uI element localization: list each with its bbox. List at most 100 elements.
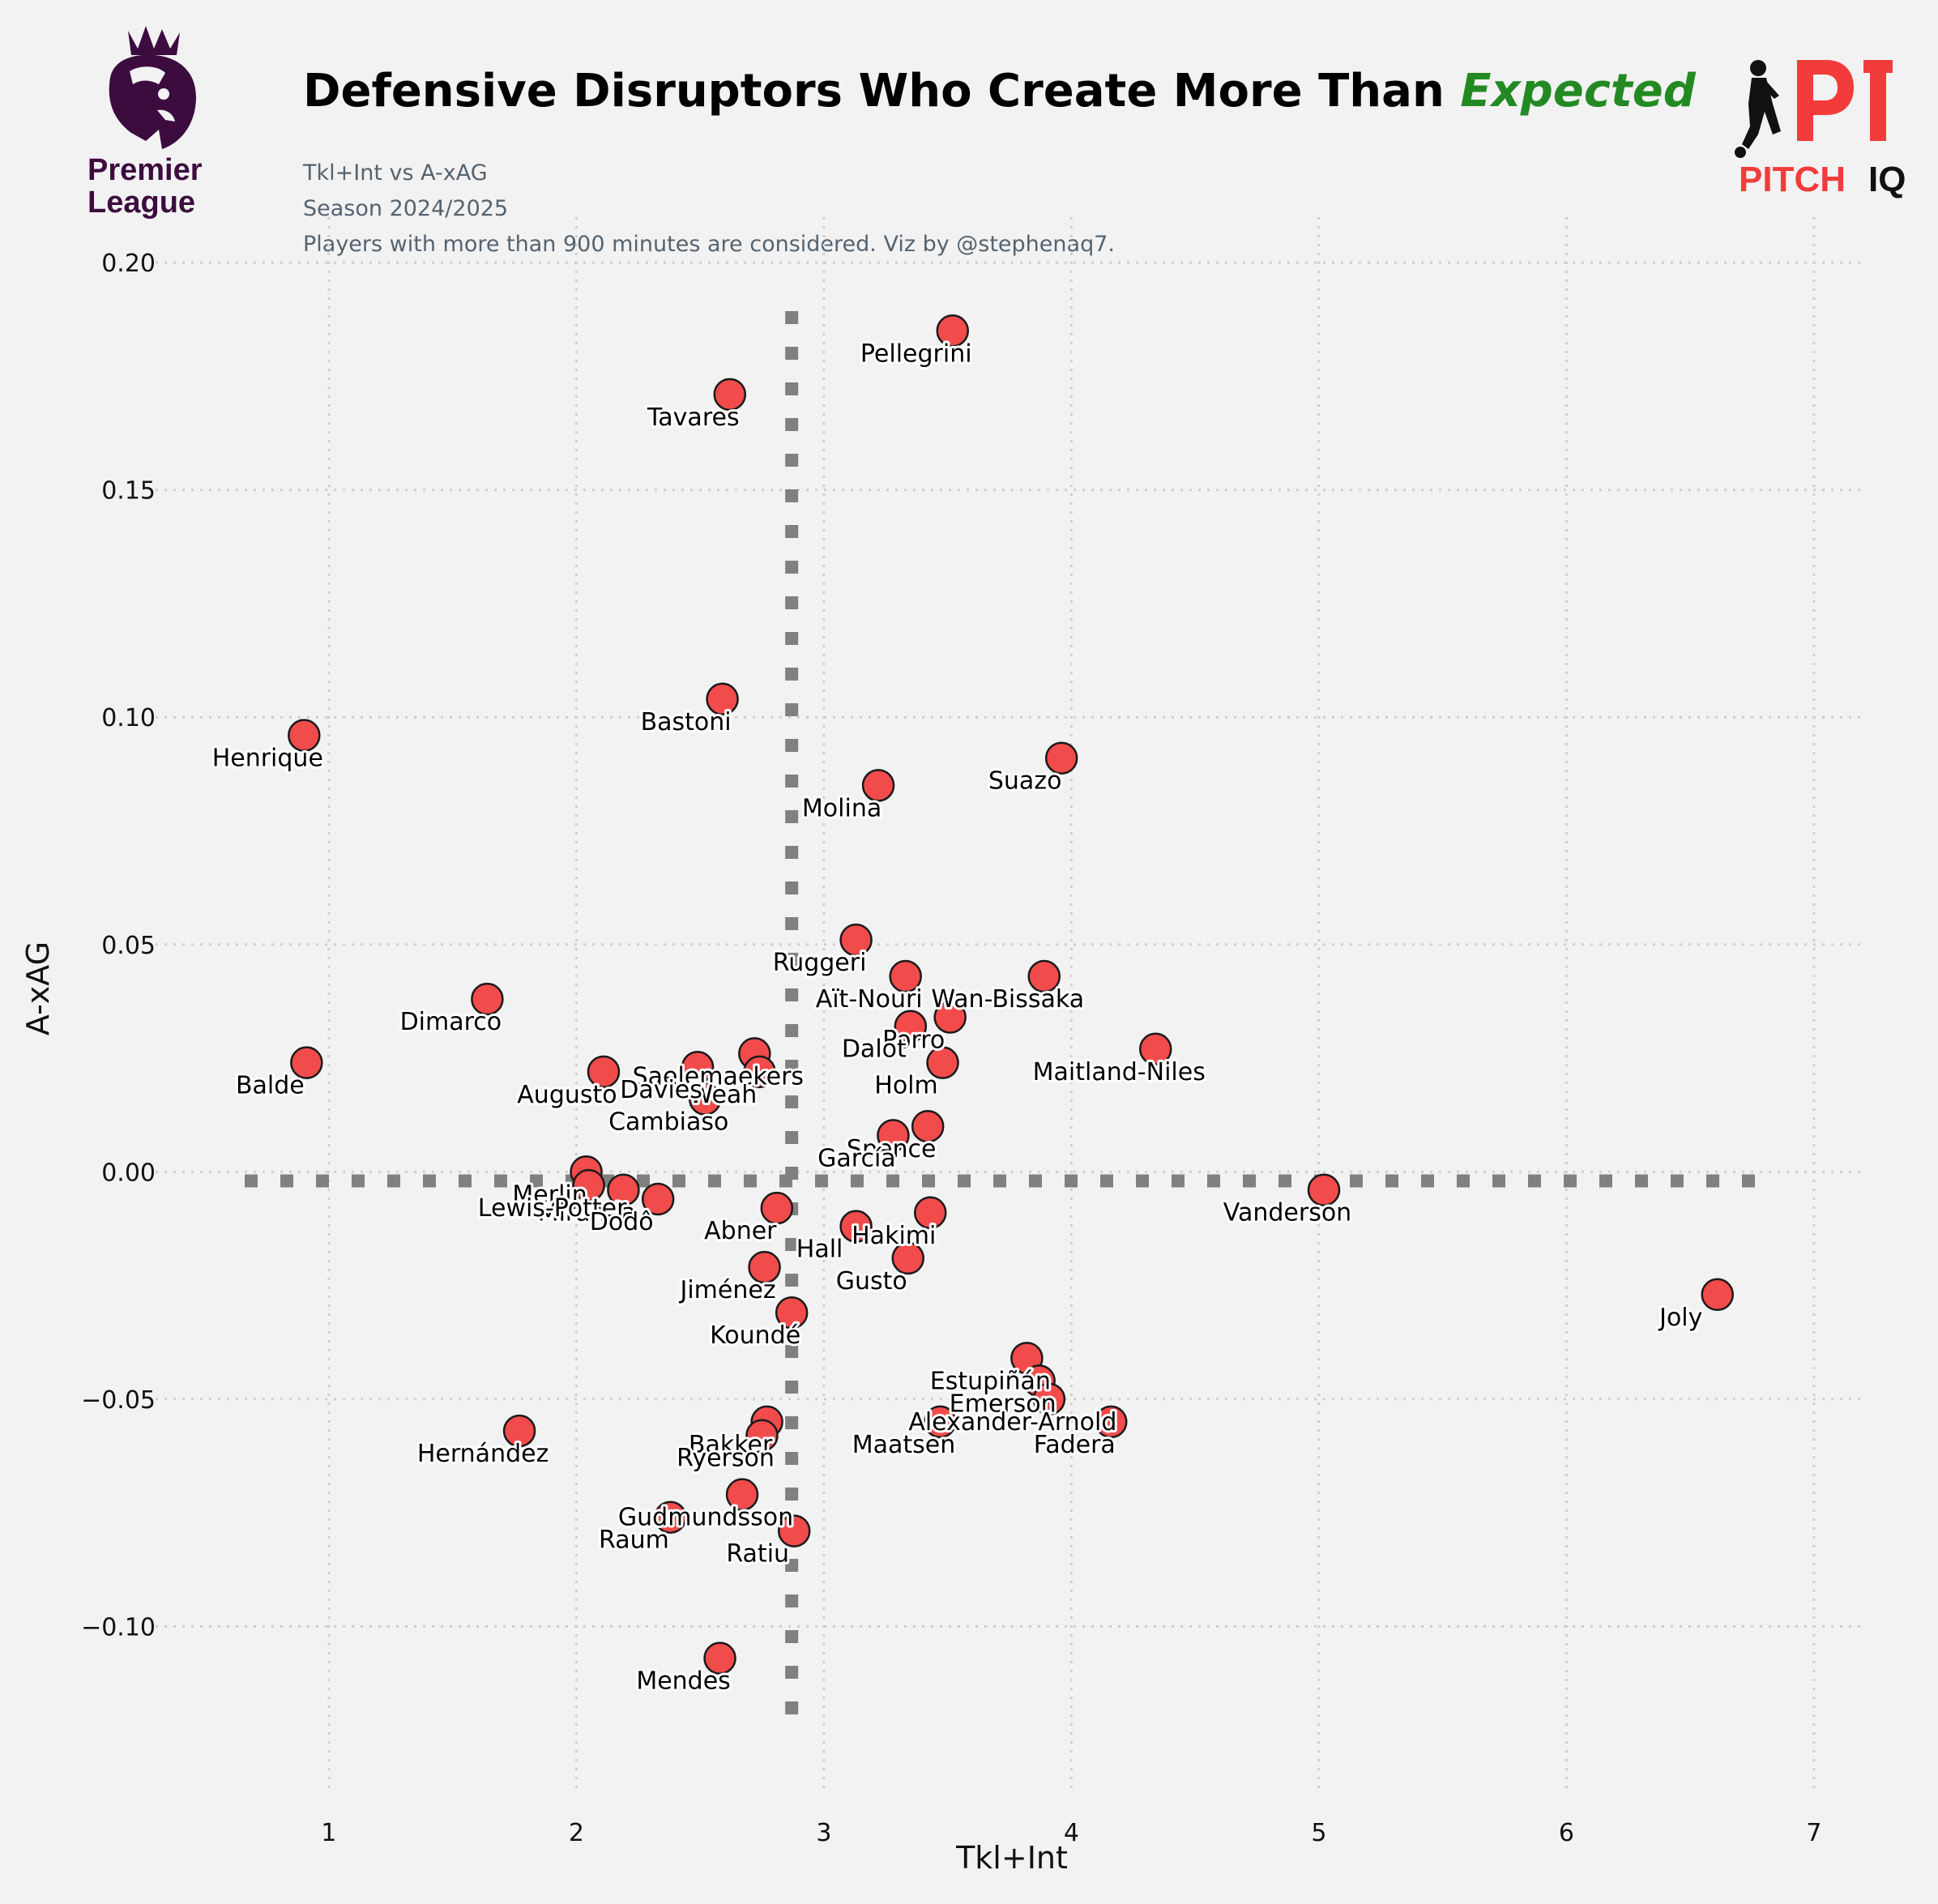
chart-title: Defensive Disruptors Who Create More Tha… [303, 65, 1696, 117]
data-point [839, 1210, 873, 1243]
pitch-iq-text-1: PITCH [1739, 160, 1846, 199]
pitch-iq-text-2: IQ [1868, 160, 1906, 199]
point-label: Hernández [417, 1440, 549, 1468]
y-axis-label: A-xAG [20, 941, 56, 1035]
point-label: Augusto [517, 1081, 617, 1109]
data-point [1138, 1032, 1172, 1066]
data-point [1095, 1405, 1128, 1439]
point-label: Henrique [212, 745, 323, 773]
point-label: Dimarco [400, 1008, 502, 1036]
point-label: Vanderson [1223, 1199, 1351, 1227]
data-point [1032, 1382, 1066, 1416]
point-label: Weah [689, 1081, 758, 1109]
data-point [861, 769, 895, 802]
data-point [703, 1641, 736, 1675]
point-label: Estupiñán [930, 1367, 1051, 1395]
pl-logo-text-2: League [88, 186, 195, 220]
point-label: Ruggeri [773, 949, 867, 977]
x-tick-label: 4 [1064, 1819, 1079, 1847]
point-label: Maitland-Niles [1033, 1058, 1206, 1086]
data-point [839, 923, 873, 957]
point-label: Raum [599, 1526, 669, 1555]
point-label: Joly [1658, 1304, 1702, 1332]
point-label: Porro [882, 1027, 945, 1055]
data-point [607, 1173, 640, 1206]
data-point [775, 1296, 809, 1330]
data-point [713, 378, 747, 412]
point-label: Cambiaso [608, 1108, 728, 1137]
data-points [288, 314, 1735, 1675]
footballer-icon: PITCH IQ [1735, 60, 1906, 199]
data-point [725, 1478, 759, 1511]
data-point [1044, 741, 1078, 775]
point-label: Tavares [647, 403, 740, 432]
axis-ticks: 1 2 3 4 5 6 7 −0.10 −0.05 0.00 0.05 0.10 0.15 0.20 [81, 250, 1821, 1847]
point-label: Molina [802, 794, 881, 822]
y-tick-label: 0.20 [101, 250, 156, 278]
point-label: Saelemaekers [633, 1062, 804, 1091]
point-label: Koundé [710, 1321, 800, 1350]
data-point [641, 1182, 675, 1216]
pl-logo-text-1: Premier [88, 153, 203, 187]
point-label: Ratiu [726, 1540, 789, 1569]
y-tick-label: −0.10 [81, 1613, 156, 1641]
point-label: Wan-Bissaka [931, 985, 1084, 1014]
data-point [926, 1046, 959, 1079]
data-point [502, 1414, 536, 1448]
point-label: Gusto [836, 1267, 907, 1296]
data-point [572, 1168, 605, 1202]
point-label: Balde [236, 1072, 305, 1100]
point-label: Merlin [512, 1180, 587, 1209]
pitch-iq-logo: PITCH IQ [1731, 53, 1917, 207]
subtitle-season: Season 2024/2025 [303, 196, 509, 221]
point-label: Miranda [538, 1199, 636, 1227]
point-label: Hakimi [852, 1222, 936, 1250]
x-tick-label: 7 [1806, 1819, 1821, 1847]
data-point [877, 1119, 910, 1152]
data-point [654, 1501, 687, 1534]
data-point [891, 1241, 924, 1275]
data-point [688, 1082, 722, 1116]
y-tick-label: 0.15 [101, 477, 156, 506]
data-point [777, 1514, 811, 1548]
data-point [1701, 1278, 1735, 1312]
point-label: Lewis-Potter [478, 1194, 627, 1223]
point-label: Suazo [988, 767, 1062, 796]
data-point [924, 1405, 957, 1439]
point-label: Holm [874, 1072, 937, 1100]
premier-league-logo: Premier League [81, 19, 219, 222]
data-point [889, 959, 922, 993]
point-label: Ryerson [677, 1445, 775, 1473]
chart-subtitles: Tkl+Int vs A-xAG Season 2024/2025 Player… [303, 156, 1115, 263]
point-label: Fadera [1034, 1431, 1116, 1459]
point-label: Bastoni [641, 708, 732, 736]
point-label: Jiménez [679, 1276, 776, 1304]
x-axis-label: Tkl+Int [955, 1840, 1068, 1876]
point-label: García [817, 1144, 896, 1172]
data-point [936, 314, 969, 348]
data-point [681, 1050, 715, 1084]
data-point [745, 1419, 779, 1452]
point-label: Alexander-Arnold [908, 1408, 1116, 1437]
point-label: Emerson [950, 1390, 1057, 1418]
data-point [748, 1250, 781, 1284]
point-label: Bakker [689, 1431, 773, 1459]
point-label: Dalot [842, 1035, 907, 1064]
data-point [743, 1055, 776, 1089]
x-tick-label: 5 [1311, 1819, 1326, 1847]
data-point [760, 1191, 794, 1225]
point-label: Abner [704, 1217, 777, 1245]
point-label: Gudmundsson [618, 1504, 793, 1532]
y-tick-label: 0.10 [101, 704, 156, 732]
data-point [471, 982, 504, 1016]
point-label: Dodô [590, 1208, 654, 1236]
data-point [1307, 1173, 1341, 1206]
x-tick-label: 2 [569, 1819, 584, 1847]
point-label: Hall [796, 1236, 843, 1264]
data-point [290, 1046, 323, 1079]
title-main: Defensive Disruptors Who Create More Tha… [303, 65, 1445, 117]
point-label: Spence [847, 1135, 937, 1163]
point-labels: Pellegrini Tavares Bastoni Henrique Suazo Mol… [210, 337, 1705, 1697]
point-label: Pellegrini [860, 339, 972, 368]
